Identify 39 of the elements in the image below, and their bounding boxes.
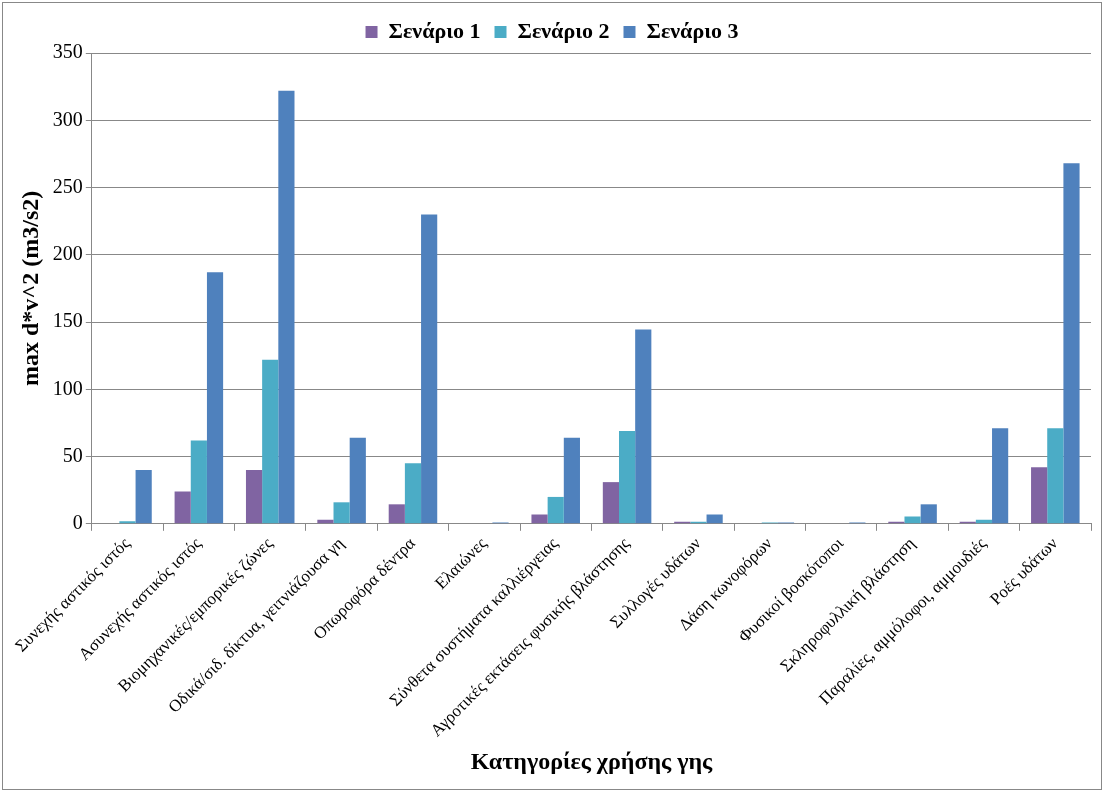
bar [992,428,1009,524]
bar [421,214,438,524]
bar [333,502,350,524]
y-tick-label: 200 [52,242,83,265]
y-tick-label: 150 [52,309,83,332]
bar [278,90,295,524]
y-tick-label: 0 [72,511,83,534]
bar [619,431,636,524]
bar [190,440,207,524]
bar [388,504,405,524]
y-tick-label: 250 [52,174,83,197]
y-axis-title: max d*v^2 (m3/s2) [16,190,43,387]
legend-label: Σενάριο 2 [517,17,610,43]
bar [635,329,652,524]
y-tick-label: 100 [52,376,83,399]
bar [1063,163,1080,524]
y-tick-label: 50 [62,443,83,466]
bar [245,470,263,524]
legend-label: Σενάριο 3 [646,17,739,43]
bar [563,437,580,524]
bar [602,482,619,524]
bar [706,514,723,524]
x-axis-title: Κατηγορίες χρήσης γης [470,747,714,774]
bar [262,359,279,524]
bar [404,463,422,524]
y-tick-label: 350 [52,40,83,63]
bar [1031,467,1048,524]
bar [135,470,152,524]
bar [119,521,136,524]
y-tick-label: 300 [52,107,83,130]
bar [531,514,548,524]
bar [174,491,191,524]
bar [1047,428,1064,524]
legend-label: Σενάριο 1 [388,17,481,43]
bar [547,496,564,524]
bar [206,272,224,524]
bar [349,437,366,524]
bar [920,504,937,524]
bar [904,516,921,524]
